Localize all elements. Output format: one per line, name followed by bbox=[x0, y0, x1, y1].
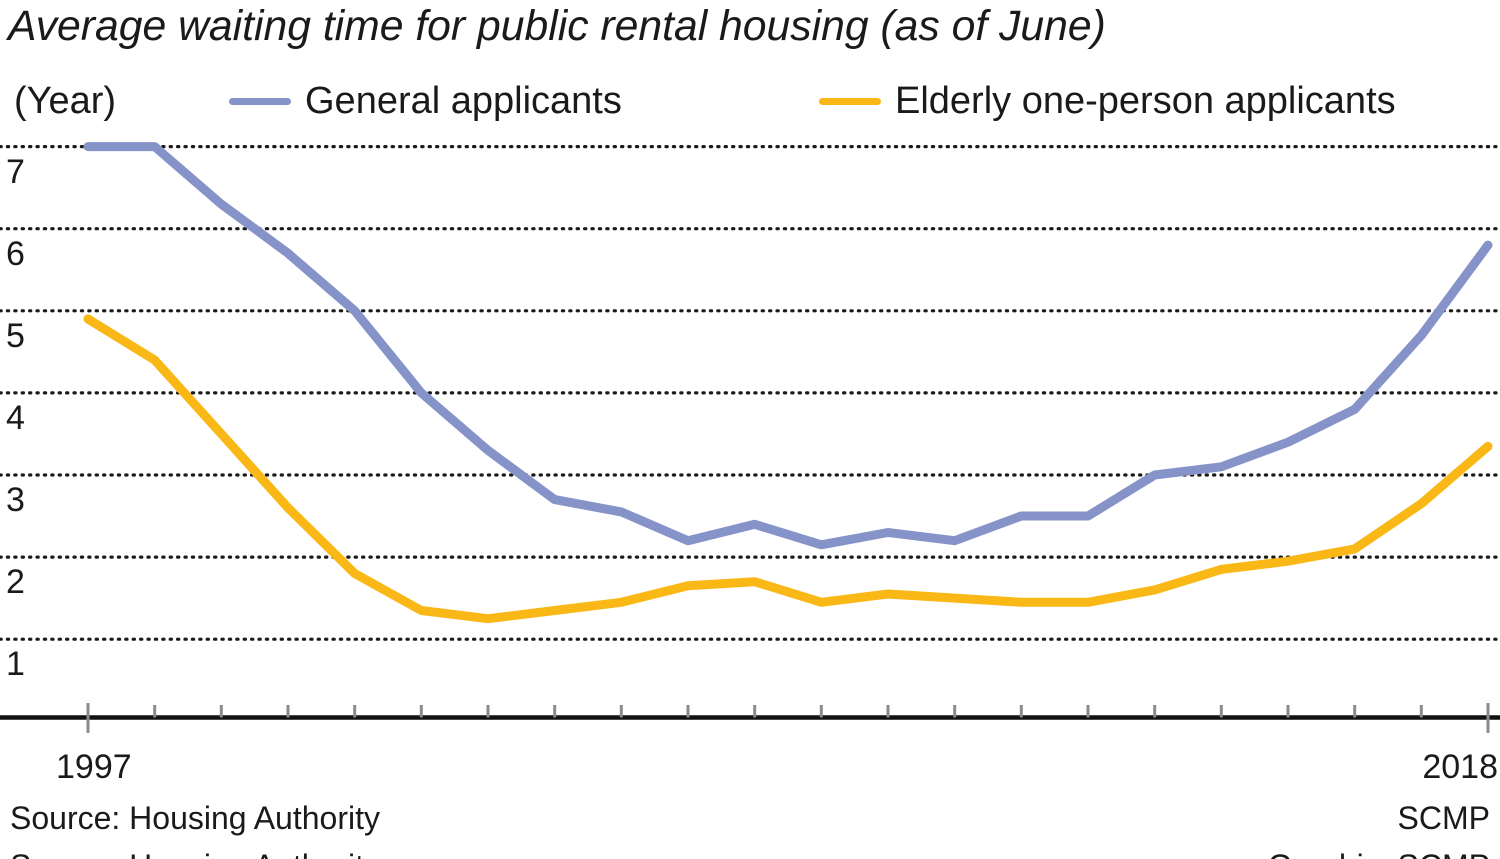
svg-text:1: 1 bbox=[6, 645, 25, 683]
svg-text:3: 3 bbox=[6, 481, 25, 519]
svg-text:4: 4 bbox=[6, 399, 25, 437]
svg-text:1997: 1997 bbox=[56, 748, 132, 786]
svg-text:7: 7 bbox=[6, 153, 25, 191]
svg-text:5: 5 bbox=[6, 317, 25, 355]
svg-text:2018: 2018 bbox=[1422, 748, 1498, 786]
svg-text:6: 6 bbox=[6, 235, 25, 273]
svg-text:2: 2 bbox=[6, 563, 25, 601]
